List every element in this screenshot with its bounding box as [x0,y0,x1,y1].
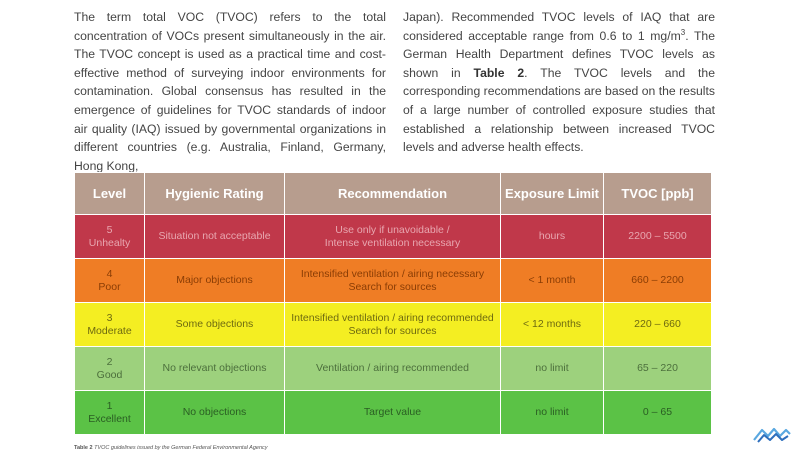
level-number: 1 [106,399,113,412]
cell-recommendation: Intensified ventilation / airing necessa… [284,258,501,303]
header-recommendation: Recommendation [284,172,501,215]
level-name: Poor [98,280,121,293]
cell-exposure-limit: < 12 months [500,302,604,347]
body-text-left-column: The term total VOC (TVOC) refers to the … [74,8,386,175]
recommendation-line-1: Intensified ventilation / airing necessa… [300,267,485,280]
caption-label: Table 2 [74,445,93,451]
table-row-level-2: 2 Good No relevant objections Ventilation… [74,346,712,391]
recommendation-line-1: Intensified ventilation / airing recomme… [291,311,494,324]
cell-rating: No objections [144,390,285,435]
cell-rating: Some objections [144,302,285,347]
cell-recommendation: Target value [284,390,501,435]
cell-level: 4 Poor [74,258,145,303]
cell-recommendation: Intensified ventilation / airing recomme… [284,302,501,347]
header-level: Level [74,172,145,215]
cell-tvoc: 220 – 660 [603,302,712,347]
paragraph-left: The term total VOC (TVOC) refers to the … [74,10,386,173]
level-name: Unhealty [88,236,131,249]
level-number: 5 [106,223,113,236]
header-exposure-limit: Exposure Limit [500,172,604,215]
wave-logo-icon [753,427,791,443]
table-row-level-4: 4 Poor Major objections Intensified venti… [74,258,712,303]
paragraph-right-part2: . The German Health Department defines T… [403,28,715,80]
tvoc-guidelines-table: Level Hygienic Rating Recommendation Exp… [74,172,712,435]
recommendation-line-1: Use only if unavoidable / [335,223,450,236]
table-reference: Table 2 [473,65,525,80]
cell-tvoc: 2200 – 5500 [603,214,712,259]
level-name: Good [96,368,123,381]
body-text-right-column: Japan). Recommended TVOC levels of IAQ t… [403,8,715,157]
recommendation-line-2: Search for sources [348,324,437,337]
cell-tvoc: 65 – 220 [603,346,712,391]
cell-rating: No relevant objections [144,346,285,391]
cell-level: 2 Good [74,346,145,391]
cell-tvoc: 0 – 65 [603,390,712,435]
cell-recommendation: Use only if unavoidable / Intense ventila… [284,214,501,259]
cell-rating: Situation not acceptable [144,214,285,259]
recommendation-line-1: Ventilation / airing recommended [316,362,469,374]
cell-rating: Major objections [144,258,285,303]
cell-tvoc: 660 – 2200 [603,258,712,303]
table-caption: Table 2 TVOC guidelines issued by the Ge… [74,445,268,451]
header-tvoc: TVOC [ppb] [603,172,712,215]
recommendation-line-1: Target value [363,406,422,418]
cell-level: 3 Moderate [74,302,145,347]
cell-level: 1 Excellent [74,390,145,435]
recommendation-line-2: Search for sources [348,280,437,293]
table-row-level-1: 1 Excellent No objections Target value no… [74,390,712,435]
paragraph-right-part3: . The TVOC levels and the corresponding … [403,65,715,155]
caption-text: TVOC guidelines issued by the German Fed… [92,445,268,451]
paragraph-right-part1: Japan). Recommended TVOC levels of IAQ t… [403,10,715,43]
cell-exposure-limit: no limit [500,390,604,435]
level-number: 2 [106,355,113,368]
level-number: 4 [106,267,113,280]
level-number: 3 [106,311,113,324]
header-hygienic-rating: Hygienic Rating [144,172,285,215]
level-name: Excellent [88,412,131,425]
recommendation-line-2: Intense ventilation necessary [324,236,461,249]
table-row-level-5: 5 Unhealty Situation not acceptable Use o… [74,214,712,259]
cell-level: 5 Unhealty [74,214,145,259]
cell-exposure-limit: hours [500,214,604,259]
cell-recommendation: Ventilation / airing recommended [284,346,501,391]
level-name: Moderate [87,324,132,337]
cell-exposure-limit: < 1 month [500,258,604,303]
cell-exposure-limit: no limit [500,346,604,391]
table-header-row: Level Hygienic Rating Recommendation Exp… [74,172,712,215]
table-row-level-3: 3 Moderate Some objections Intensified ve… [74,302,712,347]
superscript-3: 3 [680,27,686,37]
